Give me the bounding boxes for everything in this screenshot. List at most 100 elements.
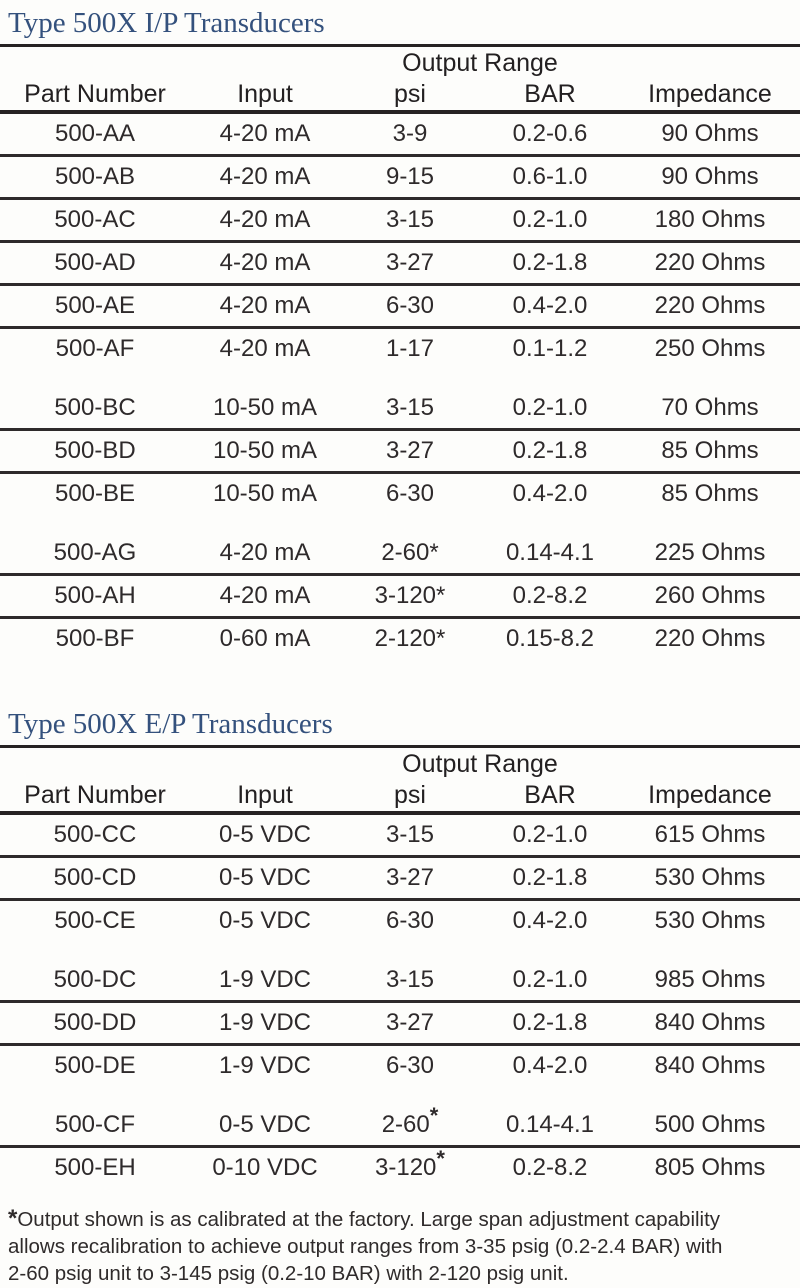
table-cell: 1-9 VDC [218,1052,312,1079]
table-cell: 1-9 VDC [218,1009,312,1036]
table-cell: 2-60* [381,1103,439,1139]
table-cell: 225 Ohms [654,539,766,566]
table-cell: 250 Ohms [654,335,766,362]
footnote-marker-star: * [436,1146,445,1171]
table-cell: 10-50 mA [212,394,318,421]
table-cell: 3-15 [385,821,435,848]
table-cell: 0.1-1.2 [512,335,588,362]
table-row: 500-AG 4-20 mA 2-60* 0.14-4.1 225 Ohms [0,533,800,576]
table-row: 500-DD 1-9 VDC 3-27 0.2-1.8 840 Ohms [0,1003,800,1046]
table-row: 500-CD 0-5 VDC 3-27 0.2-1.8 530 Ohms [0,858,800,901]
table-cell: 500-BE [54,480,136,507]
table-header-row: Part Number Input psi BAR Impedance [0,78,800,114]
table-cell: 0-5 VDC [218,821,312,848]
table-cell: 500-AC [54,206,136,233]
table-body: 500-CC 0-5 VDC 3-15 0.2-1.0 615 Ohms 500-CD 0-… [0,815,800,1188]
table-cell: 0.2-8.2 [512,582,588,609]
table-cell: 10-50 mA [212,437,318,464]
table-row: 500-CC 0-5 VDC 3-15 0.2-1.0 615 Ohms [0,815,800,858]
table-row: 500-BC 10-50 mA 3-15 0.2-1.0 70 Ohms [0,388,800,431]
table-cell: 10-50 mA [212,480,318,507]
table-cell: 500-CD [53,864,137,891]
table-cell: 0.2-8.2 [512,1154,588,1181]
table-cell: 4-20 mA [219,539,311,566]
table-cell: 220 Ohms [654,249,766,276]
table-cell: 180 Ohms [654,206,766,233]
table-cell: 9-15 [385,163,435,190]
table-cell: 3-27 [385,1009,435,1036]
table-cell: 3-27 [385,437,435,464]
table-cell: 90 Ohms [661,120,759,147]
table-cell: 0.14-4.1 [505,1111,595,1138]
table-row: 500-AH 4-20 mA 3-120* 0.2-8.2 260 Ohms [0,576,800,619]
span-header-row: Output Range [0,47,800,78]
table-row: 500-AC 4-20 mA 3-15 0.2-1.0 180 Ohms [0,200,800,243]
footnote: *Output shown is as calibrated at the fa… [8,1205,792,1287]
output-range-span-header: Output Range [402,750,558,778]
table-cell: 3-15 [385,966,435,993]
table-cell: 0.2-1.8 [512,437,588,464]
table-row: 500-CE 0-5 VDC 6-30 0.4-2.0 530 Ohms [0,901,800,941]
table-cell: 500-AG [53,539,137,566]
table-cell: 500-AE [54,292,136,319]
column-header-input: Input [237,780,293,809]
table-cell: 500 Ohms [654,1111,766,1138]
table-cell: 0.2-0.6 [512,120,588,147]
footnote-line: 2-60 psig unit to 3-145 psig (0.2-10 BAR… [8,1262,569,1285]
table-cell: 4-20 mA [219,206,311,233]
table-cell: 530 Ohms [654,907,766,934]
table-row: 500-EH 0-10 VDC 3-120* 0.2-8.2 805 Ohms [0,1148,800,1188]
table-cell: 0-5 VDC [218,1111,312,1138]
table-cell: 0.4-2.0 [512,480,588,507]
table-cell: 0.4-2.0 [512,907,588,934]
table-row: 500-CF 0-5 VDC 2-60* 0.14-4.1 500 Ohms [0,1105,800,1148]
table-cell: 500-AD [54,249,136,276]
table-cell: 0.2-1.0 [512,966,588,993]
table-cell: 0-5 VDC [218,907,312,934]
table-cell: 0.15-8.2 [505,625,595,652]
table-cell: 4-20 mA [219,163,311,190]
footnote-asterisk: * [8,1205,18,1232]
table-cell: 500-DE [54,1052,136,1079]
table-cell: 1-9 VDC [218,966,312,993]
table-cell: 0.2-1.0 [512,394,588,421]
table-cell: 0.6-1.0 [512,163,588,190]
column-header-psi: psi [394,780,426,809]
footnote-text: Output shown is as calibrated at the fac… [17,1208,721,1231]
table-cell: 805 Ohms [654,1154,766,1181]
table-cell: 4-20 mA [219,335,311,362]
table-cell: 500-CF [54,1111,136,1138]
section-title-ip-transducers: Type 500X I/P Transducers [8,7,325,39]
column-header-bar: BAR [524,780,576,809]
table-row: 500-AE 4-20 mA 6-30 0.4-2.0 220 Ohms [0,286,800,329]
table-row: 500-DC 1-9 VDC 3-15 0.2-1.0 985 Ohms [0,960,800,1003]
table-cell: 0.4-2.0 [512,292,588,319]
table-body: 500-AA 4-20 mA 3-9 0.2-0.6 90 Ohms 500-AB 4-20… [0,114,800,659]
column-header-impedance: Impedance [648,79,772,108]
table-cell: 6-30 [385,1052,435,1079]
table-cell: 530 Ohms [654,864,766,891]
output-range-span-header: Output Range [402,49,558,77]
table-cell: 3-9 [392,120,428,147]
table-cell: 3-15 [385,394,435,421]
column-header-psi: psi [394,79,426,108]
table-cell: 2-60* [381,539,439,566]
table-cell: 220 Ohms [654,625,766,652]
table-cell: 4-20 mA [219,292,311,319]
table-row: 500-BD 10-50 mA 3-27 0.2-1.8 85 Ohms [0,431,800,474]
table-cell: 260 Ohms [654,582,766,609]
table-cell: 615 Ohms [654,821,766,848]
column-header-bar: BAR [524,79,576,108]
table-row: 500-BE 10-50 mA 6-30 0.4-2.0 85 Ohms [0,474,800,514]
column-header-part-number: Part Number [24,780,166,809]
table-cell: 500-BD [54,437,136,464]
footnote-line: allows recalibration to achieve output r… [8,1235,723,1258]
table-cell: 85 Ohms [661,480,759,507]
table-cell: 500-CE [54,907,136,934]
table-cell: 3-15 [385,206,435,233]
table-cell: 500-AH [54,582,136,609]
table-cell: 0.2-1.0 [512,821,588,848]
table-row: 500-AD 4-20 mA 3-27 0.2-1.8 220 Ohms [0,243,800,286]
table-cell: 6-30 [385,907,435,934]
